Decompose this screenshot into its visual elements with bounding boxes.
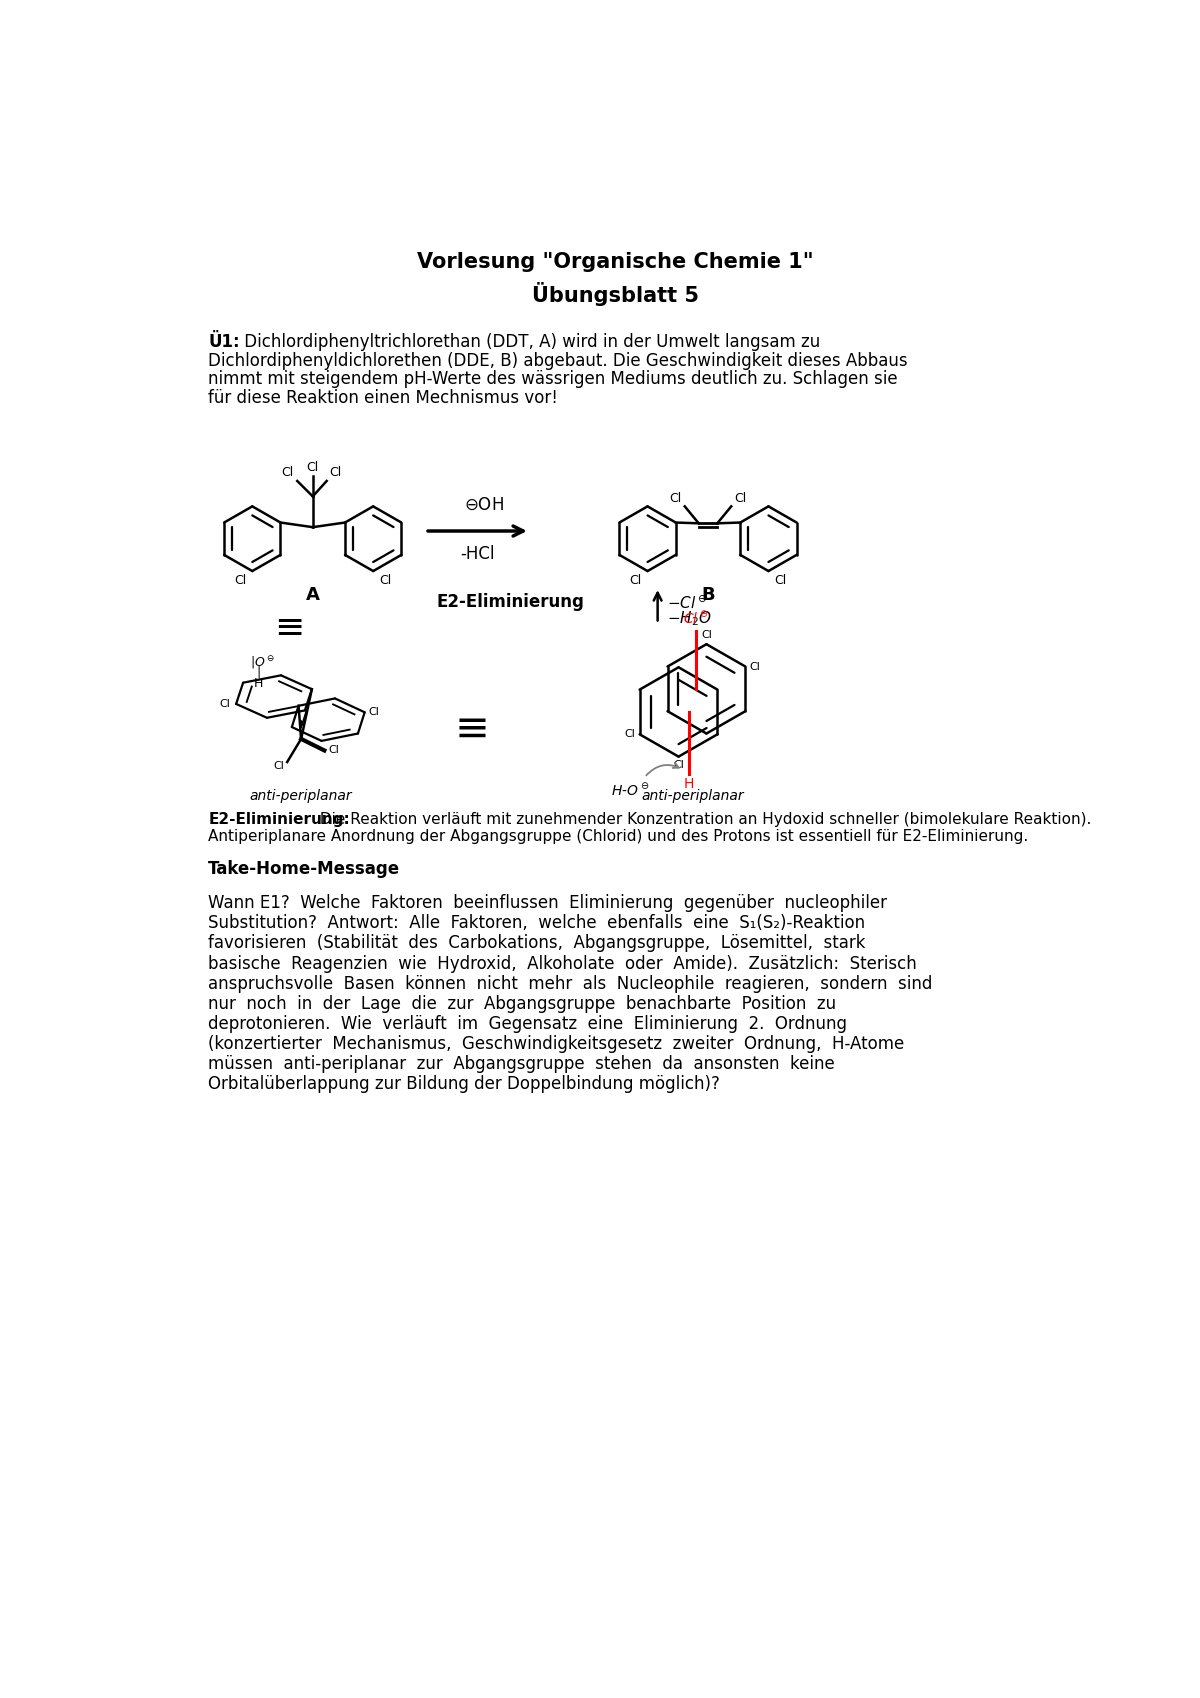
Text: -HCl: -HCl (460, 545, 494, 562)
Text: anspruchsvolle  Basen  können  nicht  mehr  als  Nucleophile  reagieren,  sonder: anspruchsvolle Basen können nicht mehr a… (208, 975, 932, 993)
Text: ≡: ≡ (454, 708, 490, 751)
Text: müssen  anti-periplanar  zur  Abgangsgruppe  stehen  da  ansonsten  keine: müssen anti-periplanar zur Abgangsgruppe… (208, 1054, 835, 1073)
Text: (konzertierter  Mechanismus,  Geschwindigkeitsgesetz  zweiter  Ordnung,  H-Atome: (konzertierter Mechanismus, Geschwindigk… (208, 1034, 905, 1053)
Text: ≡: ≡ (275, 610, 305, 644)
Text: E2-Eliminierung: E2-Eliminierung (437, 593, 584, 611)
Text: Antiperiplanare Anordnung der Abgangsgruppe (Chlorid) und des Protons ist essent: Antiperiplanare Anordnung der Abgangsgru… (208, 829, 1028, 844)
Text: $-H_2O$: $-H_2O$ (667, 610, 712, 628)
Text: nur  noch  in  der  Lage  die  zur  Abgangsgruppe  benachbarte  Position  zu: nur noch in der Lage die zur Abgangsgrup… (208, 995, 836, 1012)
Text: favorisieren  (Stabilität  des  Carbokations,  Abgangsgruppe,  Lösemittel,  star: favorisieren (Stabilität des Carbokation… (208, 934, 865, 953)
Text: Cl: Cl (281, 467, 293, 479)
Text: Cl: Cl (673, 761, 684, 771)
Text: A: A (306, 586, 319, 604)
Text: Dichlordiphenyldichlorethen (DDE, B) abgebaut. Die Geschwindigkeit dieses Abbaus: Dichlordiphenyldichlorethen (DDE, B) abg… (208, 351, 907, 370)
Text: Cl: Cl (775, 574, 787, 588)
Text: Cl: Cl (329, 745, 340, 756)
Text: Cl: Cl (220, 700, 230, 710)
Text: $|O^\ominus$: $|O^\ominus$ (250, 654, 275, 671)
Text: Cl: Cl (701, 630, 712, 640)
Text: deprotonieren.  Wie  verläuft  im  Gegensatz  eine  Eliminierung  2.  Ordnung: deprotonieren. Wie verläuft im Gegensatz… (208, 1015, 847, 1032)
Text: Take-Home-Message: Take-Home-Message (208, 859, 401, 878)
Text: basische  Reagenzien  wie  Hydroxid,  Alkoholate  oder  Amide).  Zusätzlich:  St: basische Reagenzien wie Hydroxid, Alkoho… (208, 954, 917, 973)
Text: Cl: Cl (234, 574, 246, 588)
Text: Substitution?  Antwort:  Alle  Faktoren,  welche  ebenfalls  eine  S₁(S₂)-Reakti: Substitution? Antwort: Alle Faktoren, we… (208, 915, 865, 932)
Text: E2-Eliminierung:: E2-Eliminierung: (208, 812, 350, 827)
Text: |: | (257, 666, 260, 679)
Text: Orbitalüberlappung zur Bildung der Doppelbindung möglich)?: Orbitalüberlappung zur Bildung der Doppe… (208, 1075, 720, 1092)
Text: Ü1:: Ü1: (208, 333, 240, 351)
Text: Cl: Cl (625, 728, 636, 739)
Text: Dichlordiphenyltrichlorethan (DDT, A) wird in der Umwelt langsam zu: Dichlordiphenyltrichlorethan (DDT, A) wi… (239, 333, 821, 351)
Text: H: H (684, 778, 694, 791)
Text: $Cl^\ominus$: $Cl^\ominus$ (684, 610, 709, 627)
Text: Cl: Cl (274, 761, 284, 771)
Text: Cl: Cl (329, 467, 341, 479)
Text: $\ominus$OH: $\ominus$OH (463, 496, 504, 514)
Text: Cl: Cl (734, 492, 746, 504)
Text: anti-periplanar: anti-periplanar (250, 790, 353, 803)
Text: $H\text{-}O^\ominus$: $H\text{-}O^\ominus$ (611, 781, 649, 798)
Text: Cl: Cl (749, 662, 760, 671)
Text: für diese Reaktion einen Mechnismus vor!: für diese Reaktion einen Mechnismus vor! (208, 389, 558, 406)
Text: H: H (254, 678, 263, 691)
Text: Cl: Cl (307, 462, 319, 474)
Text: Cl: Cl (368, 708, 379, 717)
Text: $-Cl^\ominus$: $-Cl^\ominus$ (667, 594, 708, 613)
Text: Wann E1?  Welche  Faktoren  beeinflussen  Eliminierung  gegenüber  nucleophiler: Wann E1? Welche Faktoren beeinflussen El… (208, 895, 887, 912)
Text: Vorlesung "Organische Chemie 1": Vorlesung "Organische Chemie 1" (416, 251, 814, 272)
Text: Cl: Cl (670, 492, 682, 504)
Text: Cl: Cl (629, 574, 641, 588)
Text: Übungsblatt 5: Übungsblatt 5 (532, 282, 698, 306)
Text: anti-periplanar: anti-periplanar (641, 790, 744, 803)
Text: nimmt mit steigendem pH-Werte des wässrigen Mediums deutlich zu. Schlagen sie: nimmt mit steigendem pH-Werte des wässri… (208, 370, 898, 389)
Text: Cl: Cl (379, 574, 391, 588)
Text: Die Reaktion verläuft mit zunehmender Konzentration an Hydoxid schneller (bimole: Die Reaktion verläuft mit zunehmender Ko… (316, 812, 1092, 827)
Text: B: B (701, 586, 715, 604)
